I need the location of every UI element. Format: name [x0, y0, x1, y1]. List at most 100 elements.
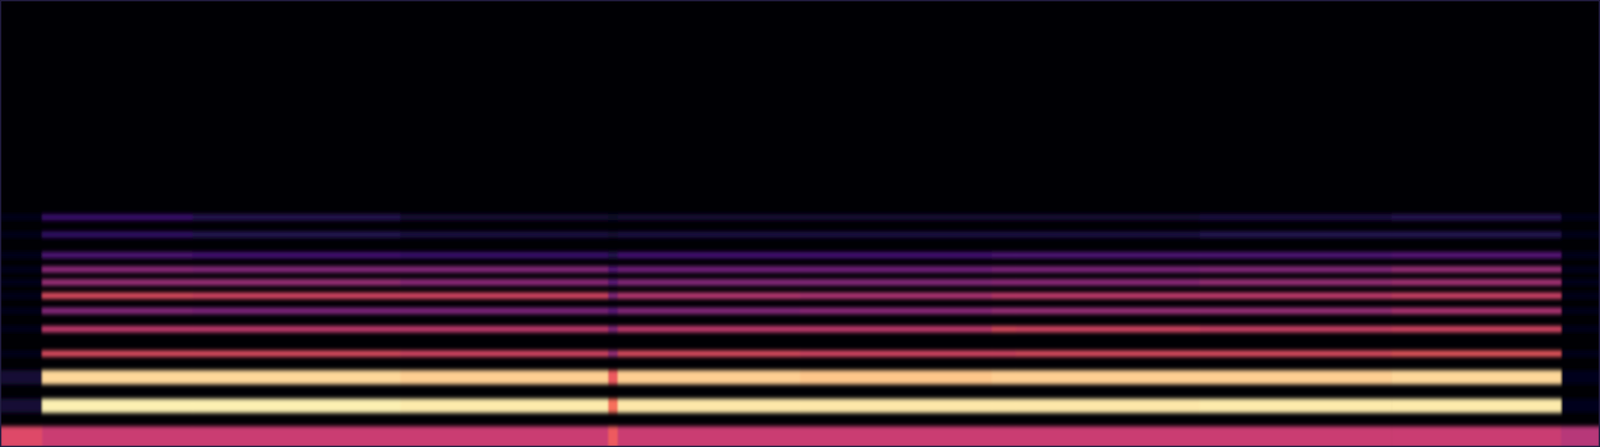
spectrogram-cell: [1391, 231, 1561, 238]
spectrogram-cell: [42, 426, 194, 447]
spectrogram-cell: [608, 266, 619, 273]
spectrogram-cell: [0, 266, 43, 273]
spectrogram-cell: [617, 307, 800, 314]
spectrogram-cell: [608, 325, 619, 332]
spectrogram-cell: [192, 214, 401, 221]
spectrogram-cell: [1015, 370, 1200, 385]
spectrogram-cell: [42, 370, 194, 385]
spectrogram-cell: [1015, 292, 1200, 299]
spectrogram-cell: [1015, 266, 1200, 273]
spectrogram-cell: [0, 307, 43, 314]
spectrogram-cell: [192, 370, 401, 385]
plot-frame: [0, 0, 1600, 447]
spectrogram-cell: [617, 251, 800, 258]
spectrogram-cell: [800, 214, 992, 221]
harmonic-band: [0, 307, 1600, 314]
spectrogram-cell: [800, 370, 992, 385]
spectrogram-cell: [800, 231, 992, 238]
spectrogram-cell: [617, 231, 800, 238]
spectrogram-cell: [0, 214, 43, 221]
spectrogram-cell: [1015, 279, 1200, 286]
spectrogram-cell: [608, 231, 619, 238]
spectrogram-cell: [991, 325, 1017, 332]
spectrogram-cell: [0, 370, 43, 385]
spectrogram-cell: [1015, 426, 1200, 447]
spectrogram-cell: [1200, 307, 1392, 314]
spectrogram-cell: [1560, 307, 1600, 314]
spectrogram-cell: [42, 214, 194, 221]
spectrogram-cell: [1391, 426, 1561, 447]
spectrogram-cell: [608, 307, 619, 314]
spectrogram-cell: [1200, 292, 1392, 299]
spectrogram-cell: [400, 266, 609, 273]
spectrogram-cell: [0, 398, 43, 413]
spectrogram-cell: [608, 350, 619, 357]
spectrogram-cell: [400, 279, 609, 286]
spectrogram-cell: [192, 279, 401, 286]
spectrogram-cell: [617, 292, 800, 299]
spectrogram-cell: [0, 251, 43, 258]
spectrogram-cell: [42, 231, 194, 238]
spectrogram-cell: [1560, 292, 1600, 299]
spectrogram-cell: [400, 214, 609, 221]
background: [0, 0, 1600, 447]
harmonic-band: [0, 350, 1600, 357]
spectrogram-cell: [800, 398, 992, 413]
spectrogram-cell: [400, 426, 609, 447]
spectrogram-cell: [400, 350, 609, 357]
spectrogram-cell: [608, 214, 619, 221]
spectrogram-cell: [617, 214, 800, 221]
spectrogram-cell: [1560, 266, 1600, 273]
spectrogram-cell: [1015, 350, 1200, 357]
spectrogram-cell: [1015, 214, 1200, 221]
spectrogram-cell: [991, 307, 1017, 314]
spectrogram-cell: [617, 426, 800, 447]
spectrogram-cell: [42, 279, 194, 286]
spectrogram-cell: [800, 307, 992, 314]
spectrogram-cell: [1200, 370, 1392, 385]
spectrogram-cell: [1391, 279, 1561, 286]
spectrogram-cell: [1200, 279, 1392, 286]
spectrogram-cell: [1560, 370, 1600, 385]
spectrogram-cell: [991, 214, 1017, 221]
spectrogram-cell: [800, 266, 992, 273]
spectrogram-cell: [1391, 398, 1561, 413]
spectrogram-cell: [608, 251, 619, 258]
spectrogram-cell: [400, 292, 609, 299]
spectrogram-cell: [1560, 426, 1600, 447]
spectrogram-cell: [1200, 426, 1392, 447]
spectrogram-cell: [1560, 231, 1600, 238]
spectrogram-cell: [0, 279, 43, 286]
spectrogram-cell: [1200, 231, 1392, 238]
spectrogram-cell: [1391, 251, 1561, 258]
spectrogram-cell: [1015, 398, 1200, 413]
spectrogram-cell: [400, 251, 609, 258]
spectrogram-cell: [1560, 398, 1600, 413]
spectrogram-cell: [991, 231, 1017, 238]
spectrogram-cell: [617, 325, 800, 332]
harmonic-band: [0, 292, 1600, 299]
spectrogram-cell: [1015, 251, 1200, 258]
spectrogram-cell: [0, 292, 43, 299]
spectrogram-cell: [608, 426, 619, 447]
spectrogram-cell: [1200, 251, 1392, 258]
harmonic-band: [0, 251, 1600, 258]
spectrogram-cell: [608, 370, 619, 385]
spectrogram-cell: [192, 307, 401, 314]
cells: [0, 214, 1600, 447]
plot: [0, 0, 1600, 447]
spectrogram-cell: [42, 266, 194, 273]
spectrogram-cell: [608, 398, 619, 413]
spectrogram-cell: [1391, 325, 1561, 332]
harmonic-band: [0, 214, 1600, 221]
spectrogram-cell: [991, 370, 1017, 385]
spectrogram-cell: [42, 307, 194, 314]
spectrogram-cell: [991, 350, 1017, 357]
spectrogram-cell: [192, 292, 401, 299]
spectrogram-cell: [800, 292, 992, 299]
spectrogram-cell: [1200, 398, 1392, 413]
spectrogram-cell: [1200, 325, 1392, 332]
spectrogram-cell: [1560, 350, 1600, 357]
spectrogram-cell: [400, 370, 609, 385]
spectrogram-cell: [800, 279, 992, 286]
